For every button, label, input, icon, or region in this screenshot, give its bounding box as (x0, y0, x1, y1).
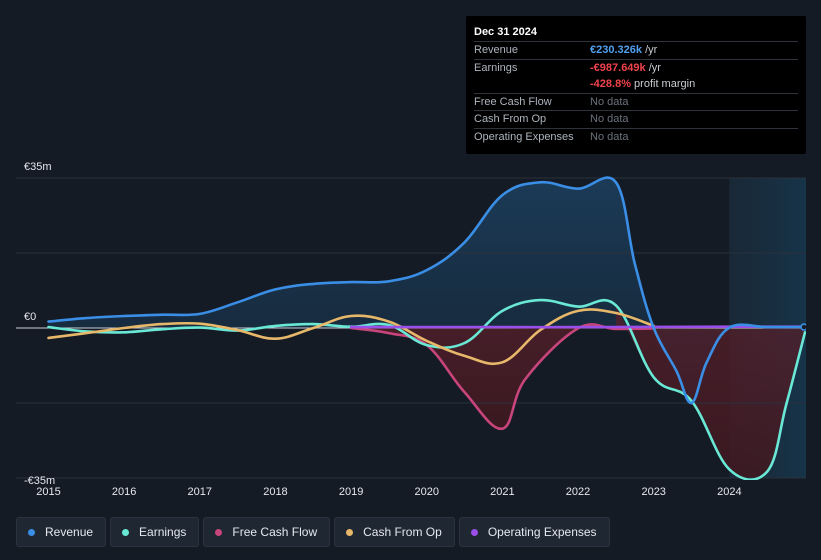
revenue-end-marker (800, 323, 806, 331)
y-tick-label: €0 (24, 311, 36, 323)
legend-label: Free Cash Flow (232, 525, 318, 539)
tooltip-row-opex: Operating Expenses No data (474, 127, 798, 146)
tooltip-label: Operating Expenses (474, 130, 574, 143)
legend: Revenue Earnings Free Cash Flow Cash Fro… (16, 517, 610, 547)
x-tick-label: 2021 (490, 486, 514, 498)
x-tick-label: 2020 (415, 486, 439, 498)
legend-label: Operating Expenses (487, 525, 597, 539)
tooltip-unit: profit margin (634, 78, 696, 91)
legend-dot-icon (122, 528, 130, 536)
legend-label: Revenue (45, 525, 94, 539)
x-tick-label: 2016 (112, 486, 136, 498)
revenue-area (48, 177, 805, 404)
free-cash-flow-area (351, 324, 654, 429)
y-tick-label: -€35m (24, 475, 55, 487)
hover-tooltip: Dec 31 2024 Revenue €230.326k /yr Earnin… (466, 16, 806, 154)
tooltip-row-margin: -428.8% profit margin (474, 76, 798, 93)
tooltip-label: Cash From Op (474, 113, 547, 126)
tooltip-revenue-value: €230.326k (590, 44, 642, 56)
tooltip-unit: /yr (645, 44, 658, 56)
tooltip-label (474, 76, 590, 93)
legend-item-operating-expenses[interactable]: Operating Expenses (458, 517, 610, 547)
legend-item-free-cash-flow[interactable]: Free Cash Flow (203, 517, 331, 547)
tooltip-row-fcf: Free Cash Flow No data (474, 92, 798, 111)
x-tick-label: 2022 (566, 486, 590, 498)
series-line-cash-from-op (47, 308, 655, 366)
tooltip-label: Revenue (474, 44, 519, 56)
x-tick-label: 2015 (36, 486, 60, 498)
tooltip-earnings-value: -€987.649k (590, 61, 646, 74)
tooltip-row-cfo: Cash From Op No data (474, 110, 798, 128)
tooltip-label: Free Cash Flow (474, 95, 552, 108)
tooltip-date: Dec 31 2024 (474, 26, 537, 38)
tooltip-label: Earnings (474, 61, 518, 74)
x-tick-label: 2023 (641, 486, 665, 498)
y-axis: €35m €0 -€35m (24, 161, 55, 487)
x-tick-label: 2019 (339, 486, 363, 498)
x-tick-label: 2017 (188, 486, 212, 498)
x-tick-label: 2018 (263, 486, 287, 498)
tooltip-margin-value: -428.8% (590, 78, 631, 91)
legend-label: Cash From Op (363, 525, 442, 539)
legend-dot-icon (470, 528, 478, 536)
legend-dot-icon (346, 528, 354, 536)
y-tick-label: €35m (24, 161, 52, 173)
series-line-revenue (47, 176, 806, 405)
tooltip-row-earnings: Earnings -€987.649k /yr (474, 58, 798, 77)
legend-label: Earnings (139, 525, 187, 539)
chart-lines (47, 176, 806, 480)
x-axis: 2015 2016 2017 2018 2019 2020 2021 2022 2023 2024 (36, 486, 741, 498)
tooltip-value: No data (590, 113, 629, 126)
tooltip-row-revenue: Revenue €230.326k /yr (474, 41, 798, 59)
legend-dot-icon (28, 528, 35, 536)
legend-item-revenue[interactable]: Revenue (16, 517, 107, 547)
tooltip-unit: /yr (648, 61, 661, 74)
legend-dot-icon (215, 528, 223, 536)
legend-item-earnings[interactable]: Earnings (110, 517, 200, 547)
tooltip-value: No data (590, 130, 629, 143)
tooltip-value: No data (590, 95, 629, 108)
x-tick-label: 2024 (717, 486, 741, 498)
legend-item-cash-from-op[interactable]: Cash From Op (334, 517, 455, 547)
series-line-earnings (47, 298, 806, 480)
